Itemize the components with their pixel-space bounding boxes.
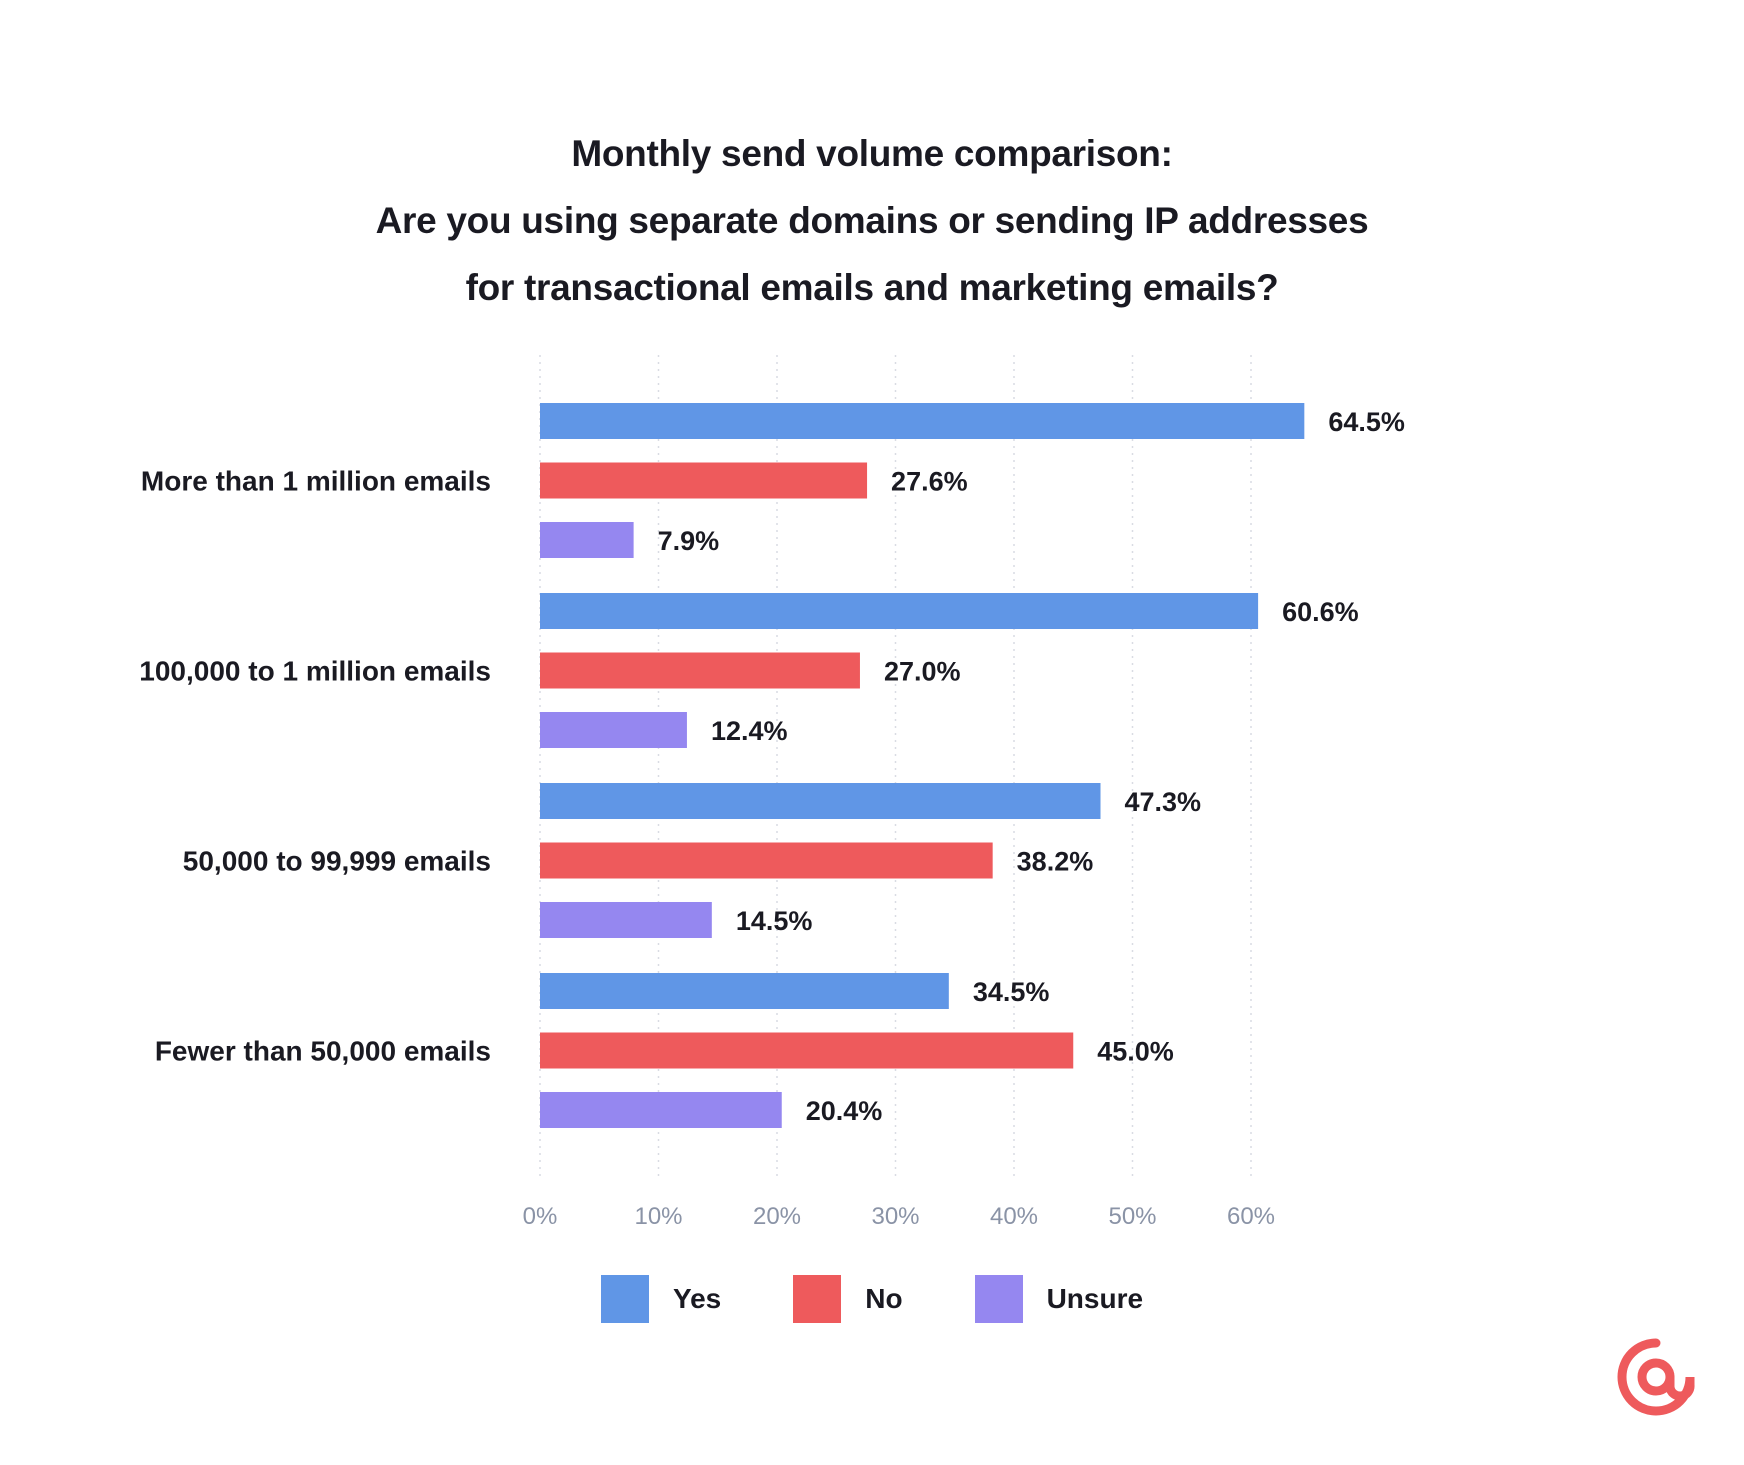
bar-yes [540, 973, 949, 1009]
value-labels: 64.5% 27.6% 7.9% 60.6% 27.0% 12.4% 47.3% 38.2% 1… [658, 407, 1405, 1126]
chart-title: Monthly send volume comparison: Are you … [0, 120, 1744, 321]
title-line-2: Are you using separate domains or sendin… [375, 200, 1369, 241]
value-label: 7.9% [658, 526, 720, 556]
category-label: Fewer than 50,000 emails [155, 1036, 491, 1067]
x-tick-label: 50% [1108, 1203, 1156, 1230]
value-label: 47.3% [1125, 787, 1202, 817]
value-label: 27.0% [884, 657, 961, 687]
bar-yes [540, 593, 1259, 629]
bar-no [540, 842, 993, 879]
value-label: 64.5% [1328, 407, 1405, 437]
category-label: 100,000 to 1 million emails [139, 656, 491, 687]
title-line-1: Monthly send volume comparison: [571, 133, 1173, 174]
bar-no [540, 652, 860, 689]
bar-yes [540, 403, 1305, 439]
bar-unsure [540, 522, 634, 558]
value-label: 20.4% [806, 1096, 883, 1126]
value-label: 34.5% [973, 977, 1050, 1007]
value-label: 14.5% [736, 906, 813, 936]
bar-unsure [540, 1092, 782, 1128]
x-tick-label: 10% [634, 1203, 682, 1230]
category-label: 50,000 to 99,999 emails [183, 846, 491, 877]
legend-label-unsure: Unsure [1046, 1283, 1144, 1314]
legend-item-unsure: Unsure [974, 1275, 1144, 1323]
legend-item-no: No [793, 1275, 903, 1323]
category-labels: More than 1 million emails 100,000 to 1 m… [139, 466, 491, 1067]
at-sign-icon [1617, 1338, 1695, 1416]
legend-item-yes: Yes [600, 1275, 722, 1323]
x-tick-label: 20% [753, 1203, 801, 1230]
bar-no [540, 1032, 1074, 1069]
title-line-3: for transactional emails and marketing e… [465, 267, 1279, 308]
x-axis-tick-labels: 0% 10% 20% 30% 40% 50% 60% [523, 1203, 1275, 1230]
x-tick-label: 60% [1227, 1203, 1275, 1230]
value-label: 12.4% [711, 716, 788, 746]
bar-unsure [540, 902, 712, 938]
legend-swatch-unsure [974, 1275, 1023, 1323]
value-label: 45.0% [1097, 1037, 1174, 1067]
x-tick-label: 40% [990, 1203, 1038, 1230]
bars [540, 403, 1305, 1128]
bar-unsure [540, 712, 687, 748]
legend-label-no: No [865, 1283, 903, 1314]
category-label: More than 1 million emails [141, 466, 491, 497]
legend-swatch-yes [600, 1275, 649, 1323]
value-label: 27.6% [891, 467, 968, 497]
bar-yes [540, 783, 1101, 819]
x-tick-label: 30% [871, 1203, 919, 1230]
legend-swatch-no [793, 1275, 842, 1323]
legend: Yes No Unsure [0, 1275, 1744, 1323]
bar-no [540, 462, 868, 499]
x-tick-label: 0% [523, 1203, 558, 1230]
value-label: 38.2% [1017, 847, 1094, 877]
value-label: 60.6% [1282, 597, 1359, 627]
legend-label-yes: Yes [672, 1283, 722, 1314]
